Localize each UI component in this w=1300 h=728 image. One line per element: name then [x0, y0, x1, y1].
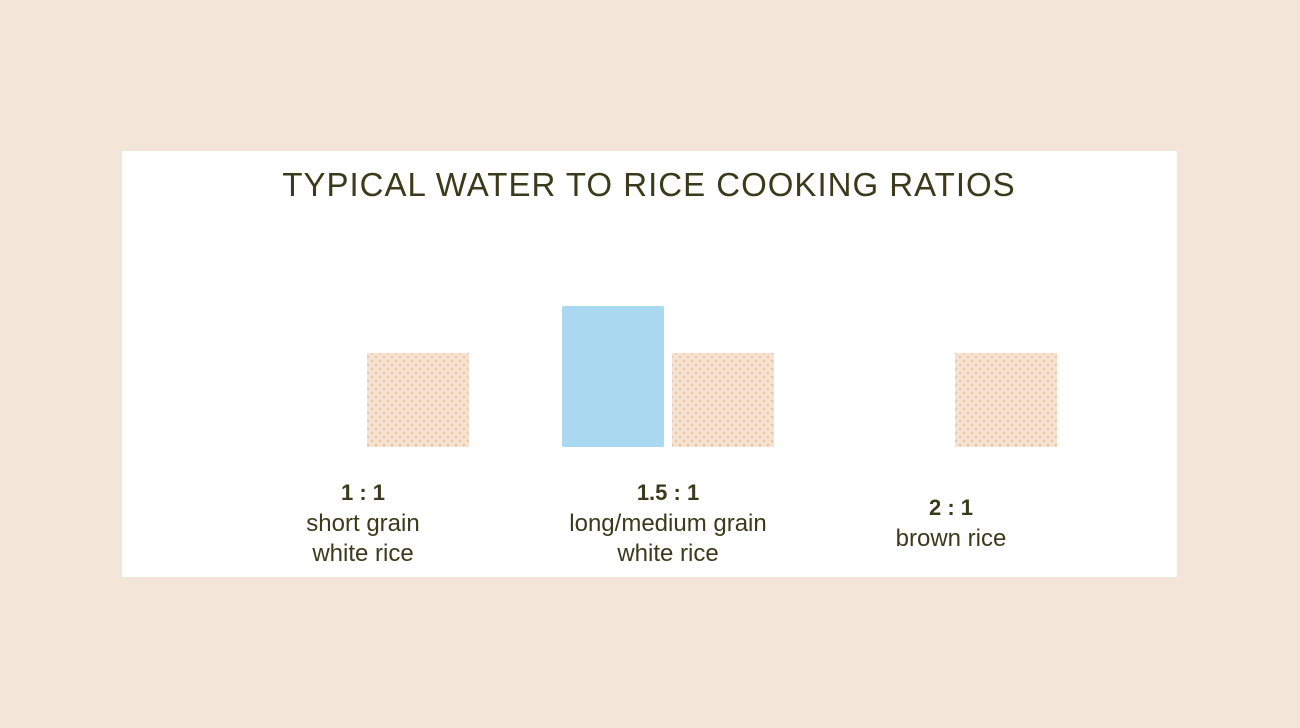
category-label-3-line-1: brown rice: [896, 525, 1007, 552]
chart-card: TYPICAL WATER TO RICE COOKING RATIOS 1 :…: [122, 151, 1177, 577]
category-label-2-line-2: white rice: [616, 540, 718, 567]
ratio-label-1: 1 : 1: [341, 480, 385, 505]
category-label-2-line-1: long/medium grain: [569, 510, 766, 537]
chart-title: TYPICAL WATER TO RICE COOKING RATIOS: [282, 166, 1015, 203]
ratio-label-2: 1.5 : 1: [637, 480, 699, 505]
chart-svg: TYPICAL WATER TO RICE COOKING RATIOS 1 :…: [282, 166, 1057, 567]
rice-bar-3: [955, 353, 1057, 447]
water-bar-2: [562, 306, 664, 447]
chart-marks: 1 : 1 short grain white rice 1.5 : 1 long/me…: [306, 306, 1057, 567]
ratio-label-3: 2 : 1: [929, 495, 973, 520]
rice-bar-2: [672, 353, 774, 447]
category-label-1-line-1: short grain: [306, 510, 419, 537]
rice-bar-1: [367, 353, 469, 447]
category-label-1-line-2: white rice: [311, 540, 413, 567]
